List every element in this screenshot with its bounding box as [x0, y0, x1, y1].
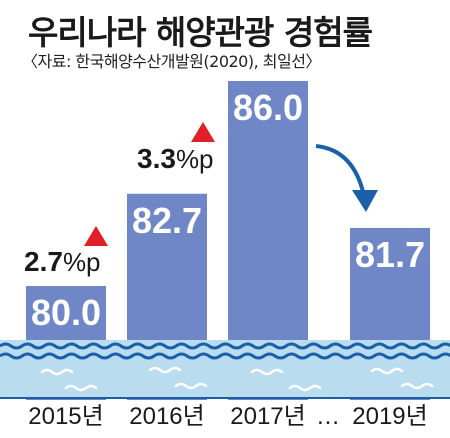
- change-label: 3.3%p: [137, 143, 214, 174]
- value-label-2019년: 81.7: [355, 234, 425, 275]
- value-label-2015년: 80.0: [31, 292, 101, 333]
- wave-squiggle: [400, 382, 434, 390]
- x-tick-label-2015년: 2015년: [28, 403, 103, 430]
- wave-line: [0, 352, 450, 360]
- decrease-arrowhead-icon: [352, 190, 378, 212]
- wave-squiggle: [148, 366, 182, 374]
- change-value: 3.3: [137, 143, 176, 174]
- wave-squiggle: [64, 384, 98, 392]
- wave-squiggle: [40, 368, 74, 376]
- chart-title: 우리나라 해양관광 경험률: [28, 13, 373, 52]
- x-tick-label-2017년: 2017년: [230, 403, 305, 430]
- wave-squiggle: [174, 382, 208, 390]
- increase-triangle-icon: [84, 226, 108, 246]
- decrease-arrow-icon: [315, 144, 366, 197]
- wave-line: [0, 342, 450, 350]
- increase-triangle-icon: [191, 122, 215, 142]
- wave-squiggle: [288, 384, 322, 392]
- change-unit: %p: [63, 247, 101, 277]
- change-label: 2.7%p: [24, 246, 101, 277]
- wave-squiggle: [250, 368, 284, 376]
- change-value: 2.7: [24, 246, 63, 277]
- x-tick-label-2019년: 2019년: [352, 403, 427, 430]
- wave-squiggle: [370, 367, 404, 375]
- value-label-2016년: 82.7: [132, 200, 202, 241]
- x-tick-label-2016년: 2016년: [129, 403, 204, 430]
- value-label-2017년: 86.0: [233, 87, 303, 128]
- change-unit: %p: [176, 144, 214, 174]
- chart-source: 〈자료: 한국해양수산개발원(2020), 최일선〉: [22, 52, 321, 71]
- axis-gap-ellipsis: …: [316, 403, 340, 430]
